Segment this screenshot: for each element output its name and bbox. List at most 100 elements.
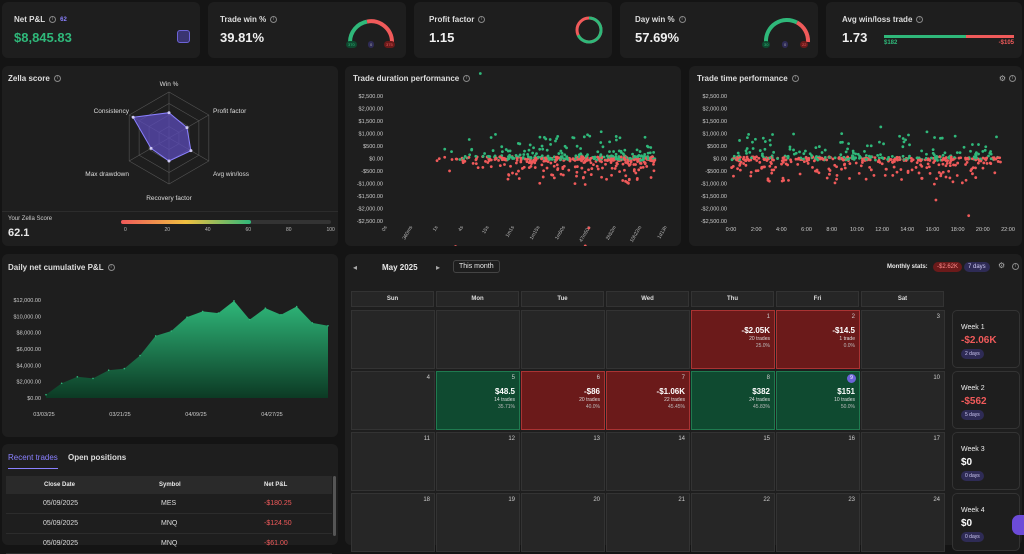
info-icon[interactable]: i [270,16,278,23]
this-month-button[interactable]: This month [453,260,500,273]
week-days: 0 days [961,471,984,481]
calendar-day[interactable] [436,310,520,369]
x-tick: 12:00 [875,227,889,233]
calendar-day[interactable]: 10 [861,371,945,430]
calendar-day[interactable]: 21 [606,493,690,552]
next-month-icon[interactable]: ▸ [436,263,441,272]
scatter-point [555,137,559,140]
info-icon[interactable]: i [678,16,686,23]
calendar-day[interactable]: 9 $151 10 trades 50.0% [776,371,860,430]
calendar-day[interactable]: 11 [351,432,435,491]
col-symbol[interactable]: Symbol [159,482,181,488]
week-summary[interactable]: Week 4 $0 0 days [952,493,1020,551]
scatter-point [627,181,630,185]
calendar-day[interactable] [606,310,690,369]
prev-month-icon[interactable]: ◂ [353,263,358,272]
scatter-point [437,157,441,160]
calendar-day[interactable]: 20 [521,493,605,552]
scatter-point [600,160,603,164]
scrollbar[interactable] [333,476,336,536]
scatter-point [827,167,831,171]
calendar-day[interactable]: 19 [436,493,520,552]
tab-open-positions[interactable]: Open positions [68,453,127,462]
y-tick: $2,000.00 [359,107,383,113]
calendar-day[interactable]: 18 [351,493,435,552]
calendar-day[interactable]: 12 [436,432,520,491]
scatter-point [984,145,988,149]
zella-tick: 40 [205,227,211,233]
info-icon[interactable]: i [463,75,471,82]
scatter-point [803,149,807,153]
calendar-day[interactable]: 13 [521,432,605,491]
calendar-day[interactable] [351,310,435,369]
col-close-date[interactable]: Close Date [44,482,76,488]
scatter-point [588,134,592,138]
table-row[interactable]: 05/09/2025 MNQ -$61.00 [6,534,332,554]
y-tick: -$1,000.00 [701,182,727,188]
scatter-point [747,159,751,162]
scatter-point [549,142,552,146]
week-summary[interactable]: Week 3 $0 0 days [952,432,1020,490]
settings-icon[interactable]: ⚙ [998,261,1006,270]
calendar-day[interactable]: 24 [861,493,945,552]
week-summary[interactable]: Week 1 -$2.06K 2 days [952,310,1020,368]
scatter-point [605,177,608,181]
tab-recent-trades[interactable]: Recent trades [8,453,58,462]
info-icon[interactable]: i [1009,75,1016,82]
info-icon[interactable]: i [49,16,57,23]
cum-point [311,322,314,324]
calendar-day[interactable]: 22 [691,493,775,552]
calendar-day[interactable]: 4 [351,371,435,430]
calendar-day[interactable]: 1 -$2.05K 20 trades 25.0% [691,310,775,369]
scatter-point [985,156,989,160]
calendar-day[interactable]: 7 -$1.06K 22 trades 45.45% [606,371,690,430]
info-icon[interactable]: i [791,75,799,82]
cum-point [60,382,63,385]
scatter-point [508,155,512,159]
avgwl-bar [884,35,1014,38]
calendar-day[interactable]: 8 $382 24 trades 45.83% [691,371,775,430]
scatter-point [435,159,439,163]
scatter-point [914,166,918,169]
scatter-point [873,156,877,160]
radar-point [167,111,171,115]
scatter-point [928,171,932,175]
calendar-day[interactable]: 17 [861,432,945,491]
scatter-point [915,161,919,165]
settings-icon[interactable]: ⚙ [998,74,1006,83]
scatter-point [974,156,978,160]
info-icon[interactable]: i [1012,263,1019,270]
calendar-icon[interactable] [177,30,190,43]
calendar-day[interactable]: 5 $48.5 14 trades 35.71% [436,371,520,430]
scatter-point [528,143,532,147]
calendar-day[interactable]: 16 [776,432,860,491]
scatter-point [902,140,906,144]
col-netpnl[interactable]: Net P&L [264,482,288,488]
tradewin-value: 39.81% [220,30,265,45]
info-icon[interactable]: i [478,16,486,23]
scatter-point [869,156,872,159]
table-row[interactable]: 05/09/2025 MNQ -$124.50 [6,514,332,534]
calendar-day[interactable] [521,310,605,369]
table-row[interactable]: 05/09/2025 MES -$180.25 [6,494,332,514]
calendar-day[interactable]: 14 [606,432,690,491]
calendar-day[interactable]: 3 [861,310,945,369]
scatter-point [781,176,785,180]
scatter-point [637,168,641,172]
scatter-point [840,132,844,136]
scatter-point [817,145,821,148]
week-summary[interactable]: Week 2 -$562 5 days [952,371,1020,429]
scatter-point [891,173,895,177]
chat-icon[interactable] [1012,515,1024,535]
scatter-point [820,151,824,154]
calendar-day[interactable]: 23 [776,493,860,552]
calendar-day[interactable]: 15 [691,432,775,491]
scatter-point [995,135,998,139]
calendar-day[interactable]: 6 -$86 20 trades 40.0% [521,371,605,430]
info-icon[interactable]: i [107,264,115,271]
info-icon[interactable]: i [916,16,924,23]
scatter-point [571,157,575,161]
scatter-point [844,150,848,154]
info-icon[interactable]: i [53,75,61,82]
calendar-day[interactable]: 2 -$14.5 1 trade 0.0% [776,310,860,369]
